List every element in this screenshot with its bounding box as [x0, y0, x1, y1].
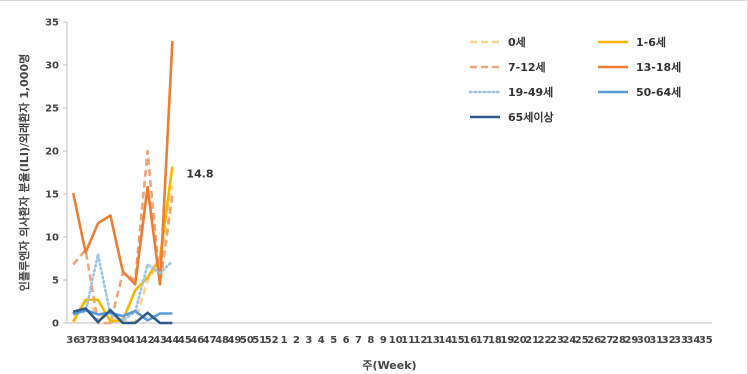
- x-tick-label: 13: [426, 335, 440, 346]
- x-tick-label: 42: [141, 335, 155, 346]
- x-tick-label: 51: [252, 335, 266, 346]
- x-tick-label: 47: [203, 335, 217, 346]
- y-axis-title: 인플루엔자 의사환자 분율(ILI)/외래환자 1,000명: [17, 54, 31, 291]
- x-tick-label: 50: [240, 335, 254, 346]
- x-tick-label: 30: [637, 335, 651, 346]
- x-tick-label: 37: [79, 335, 93, 346]
- x-tick-label: 5: [330, 335, 337, 346]
- x-tick-label: 7: [355, 335, 362, 346]
- x-tick-label: 24: [562, 335, 576, 346]
- x-tick-label: 38: [91, 335, 105, 346]
- data-label: 14.8: [186, 167, 213, 180]
- x-tick-label: 35: [699, 335, 713, 346]
- legend-label: 7-12세: [508, 60, 546, 74]
- legend-label: 13-18세: [636, 60, 681, 74]
- legend-label: 0세: [508, 35, 526, 49]
- legend-label: 1-6세: [636, 35, 666, 49]
- x-tick-label: 41: [128, 335, 142, 346]
- legend-label: 50-64세: [636, 85, 681, 99]
- x-tick-label: 6: [343, 335, 350, 346]
- x-tick-label: 22: [538, 335, 552, 346]
- x-tick-label: 18: [488, 335, 502, 346]
- x-axis-title: 주(Week): [362, 359, 416, 372]
- x-tick-label: 40: [116, 335, 130, 346]
- x-tick-label: 19: [500, 335, 514, 346]
- y-tick-label: 35: [45, 18, 59, 29]
- x-tick-label: 2: [293, 335, 300, 346]
- series-line-3: [71, 40, 174, 286]
- x-tick-label: 52: [265, 335, 279, 346]
- x-tick-label: 28: [612, 335, 626, 346]
- x-tick-label: 29: [624, 335, 638, 346]
- x-tick-label: 27: [600, 335, 614, 346]
- series-line-4: [71, 252, 174, 322]
- x-tick-label: 16: [463, 335, 477, 346]
- x-tick-label: 10: [389, 335, 403, 346]
- x-tick-label: 43: [153, 335, 167, 346]
- x-tick-label: 9: [380, 335, 387, 346]
- x-tick-label: 25: [575, 335, 589, 346]
- x-tick-label: 20: [513, 335, 527, 346]
- x-tick-label: 15: [451, 335, 465, 346]
- x-tick-label: 1: [281, 335, 288, 346]
- x-tick-label: 26: [587, 335, 601, 346]
- x-tick-label: 3: [305, 335, 312, 346]
- x-tick-label: 21: [525, 335, 539, 346]
- y-tick-label: 20: [45, 147, 59, 158]
- x-tick-label: 36: [66, 335, 80, 346]
- x-tick-label: 31: [649, 335, 663, 346]
- x-tick-label: 17: [476, 335, 490, 346]
- y-tick-label: 25: [45, 104, 59, 115]
- x-tick-label: 34: [686, 335, 700, 346]
- x-tick-label: 8: [367, 335, 374, 346]
- y-tick-label: 15: [45, 190, 59, 201]
- y-tick-label: 30: [45, 61, 59, 72]
- x-tick-label: 33: [674, 335, 688, 346]
- x-tick-label: 11: [401, 335, 415, 346]
- legend-label: 65세이상: [508, 110, 554, 124]
- x-tick-label: 12: [414, 335, 428, 346]
- x-tick-label: 23: [550, 335, 564, 346]
- x-tick-label: 46: [190, 335, 204, 346]
- x-tick-label: 49: [227, 335, 241, 346]
- series-line-6: [72, 307, 173, 325]
- x-tick-label: 44: [165, 335, 179, 346]
- x-tick-label: 39: [103, 335, 117, 346]
- x-tick-label: 45: [178, 335, 192, 346]
- x-tick-label: 14: [438, 335, 452, 346]
- legend-label: 19-49세: [508, 85, 553, 99]
- x-tick-label: 32: [662, 335, 676, 346]
- y-tick-label: 5: [52, 276, 59, 287]
- y-tick-label: 0: [52, 319, 59, 330]
- x-tick-label: 4: [318, 335, 325, 346]
- x-tick-label: 48: [215, 335, 229, 346]
- y-tick-label: 10: [45, 233, 59, 244]
